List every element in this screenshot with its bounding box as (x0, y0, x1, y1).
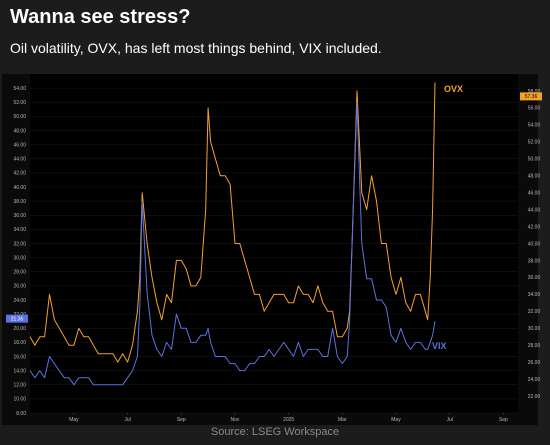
series-line-vix (29, 101, 436, 386)
left-axis-tick-label: 10.00 (13, 397, 26, 403)
left-axis-tick-label: 28.00 (13, 270, 26, 276)
x-axis-tick-label: Jul (124, 417, 130, 423)
right-axis-tick-label: 30.00 (528, 326, 541, 332)
x-axis-tick-label: 2025 (283, 417, 294, 423)
left-axis-tick-label: 32.00 (13, 241, 26, 247)
chart-title: Wanna see stress? (10, 6, 191, 28)
right-axis-tick-label: 28.00 (528, 343, 541, 349)
x-axis-tick-label: Sep (177, 417, 186, 423)
right-axis-tick-label: 46.00 (528, 190, 541, 196)
right-axis-tick-label: 38.00 (528, 258, 541, 264)
left-axis-tick-label: 34.00 (13, 227, 26, 233)
left-axis-tick-label: 50.00 (13, 114, 26, 120)
x-axis-tick-label: Mar (338, 417, 347, 423)
left-axis-tick-label: 54.00 (13, 86, 26, 92)
right-axis-tick-label: 58.00 (528, 89, 541, 95)
series-label-ovx: OVX (444, 84, 463, 94)
left-axis-tick-label: 30.00 (13, 255, 26, 261)
left-axis-tick-label: 8.00 (16, 411, 26, 417)
right-axis-tick-label: 40.00 (528, 241, 541, 247)
x-axis-tick-label: Nov (231, 417, 240, 423)
series-line-ovx (29, 82, 436, 363)
left-axis-tick-label: 12.00 (13, 383, 26, 389)
left-axis-tick-label: 42.00 (13, 171, 26, 177)
x-axis-tick-label: May (69, 417, 79, 423)
right-axis-tick-label: 26.00 (528, 360, 541, 366)
right-axis-tick-label: 54.00 (528, 123, 541, 129)
right-axis-tick-label: 48.00 (528, 174, 541, 180)
right-axis-tick-label: 42.00 (528, 224, 541, 230)
vix-last-value-label: 21.36 (11, 316, 24, 322)
source-note: Source: LSEG Workspace (210, 426, 340, 438)
left-axis-tick-label: 16.00 (13, 354, 26, 360)
x-axis-tick-label: May (391, 417, 401, 423)
right-axis-tick-label: 52.00 (528, 140, 541, 146)
left-axis-tick-label: 18.00 (13, 340, 26, 346)
left-axis-tick-label: 38.00 (13, 199, 26, 205)
right-axis-tick-label: 50.00 (528, 157, 541, 163)
right-axis-tick-label: 24.00 (528, 377, 541, 383)
left-axis-tick-label: 46.00 (13, 142, 26, 148)
x-axis-tick-label: Sep (499, 417, 508, 423)
left-axis-tick-label: 40.00 (13, 185, 26, 191)
right-axis-tick-label: 44.00 (528, 207, 541, 213)
left-axis-tick-label: 36.00 (13, 213, 26, 219)
ovx-last-value-label: 57.36 (525, 94, 538, 100)
right-axis-tick-label: 36.00 (528, 275, 541, 281)
x-axis-tick-label: Jul (446, 417, 452, 423)
left-axis-tick-label: 14.00 (13, 368, 26, 374)
right-axis-tick-label: 34.00 (528, 292, 541, 298)
right-axis-tick-label: 22.00 (528, 394, 541, 400)
left-axis-tick-label: 20.00 (13, 326, 26, 332)
series-label-vix: VIX (432, 341, 447, 351)
vix-last-value-box (6, 314, 28, 323)
left-axis-tick-label: 44.00 (13, 157, 26, 163)
left-axis-tick-label: 52.00 (13, 100, 26, 106)
left-axis-tick-label: 48.00 (13, 128, 26, 134)
right-axis-tick-label: 32.00 (528, 309, 541, 315)
left-axis-tick-label: 24.00 (13, 298, 26, 304)
ovx-last-value-box (520, 92, 542, 101)
right-axis-tick-label: 56.00 (528, 106, 541, 112)
chart-subtitle: Oil volatility, OVX, has left most thing… (10, 40, 382, 56)
left-axis-tick-label: 26.00 (13, 284, 26, 290)
